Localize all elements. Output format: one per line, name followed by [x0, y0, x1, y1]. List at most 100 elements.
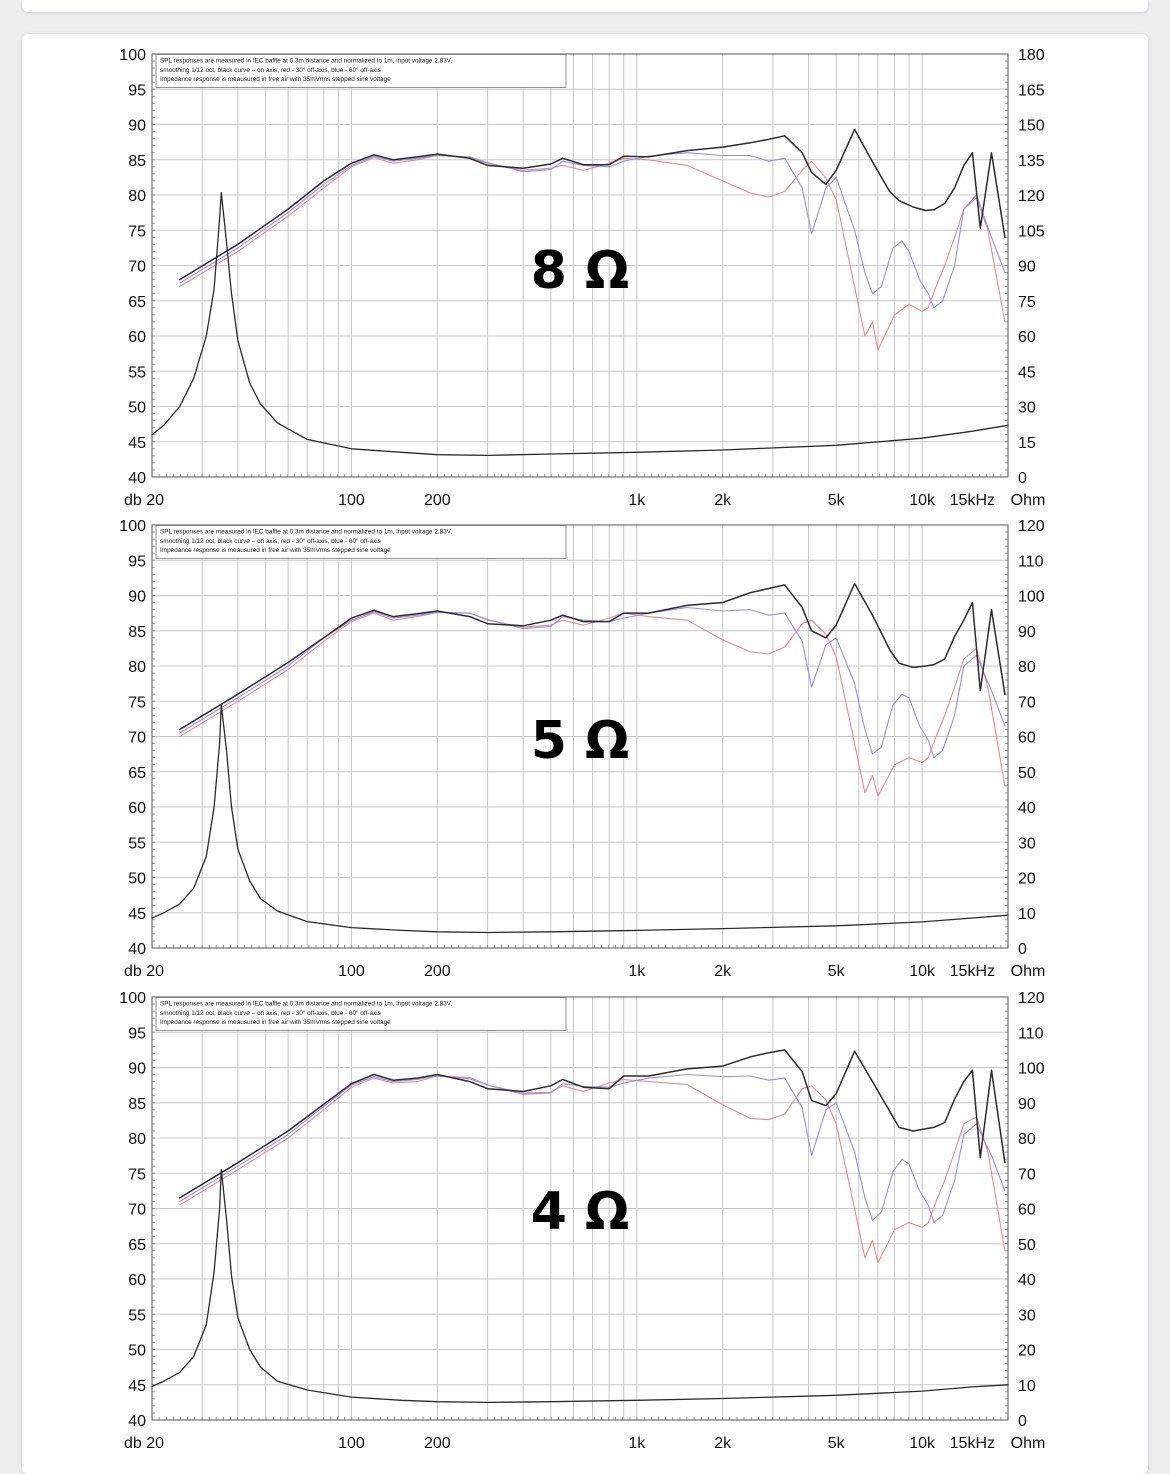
- series-line-off-axis-30: [179, 1075, 1006, 1264]
- y-tick-label-right: 0: [1018, 470, 1027, 487]
- y-tick-label-left: 65: [128, 294, 146, 311]
- series-line-off-axis-60: [179, 152, 1006, 309]
- y-tick-label-right: 70: [1018, 694, 1036, 711]
- y-tick-label-left: 95: [128, 553, 146, 570]
- y-tick-label-left: 80: [128, 659, 146, 676]
- notes-line: smoothing 1/12 oct, black curve – on axi…: [160, 66, 381, 74]
- y-tick-label-right: 50: [1018, 765, 1036, 782]
- notes-line: SPL responses are measured in IEC baffle…: [160, 529, 452, 536]
- x-tick-label: 100: [338, 1435, 365, 1452]
- notes-box: [155, 525, 567, 559]
- y-tick-label-right: 70: [1018, 1166, 1036, 1183]
- y-tick-label-left: 60: [128, 1272, 146, 1289]
- series-line-on-axis: [178, 128, 1006, 281]
- y-tick-label-left: 100: [119, 990, 146, 1007]
- y-tick-label-right: 30: [1018, 1307, 1036, 1324]
- x-tick-label: 1k: [628, 963, 646, 980]
- y-tick-label-right: 10: [1018, 1378, 1036, 1395]
- chart-1: 1009590858075706560555045401801651501351…: [119, 47, 1045, 509]
- y-tick-label-right: 150: [1018, 118, 1045, 135]
- y-tick-label-right: 60: [1018, 329, 1036, 346]
- y-tick-label-left: 55: [128, 1307, 146, 1324]
- y-tick-label-left: 85: [128, 153, 146, 170]
- series-line-on-axis: [178, 1049, 1006, 1199]
- x-tick-label: 10k: [909, 1435, 936, 1452]
- series-line-impedance: [151, 191, 1009, 457]
- measurement-notes: SPL responses are measured in IEC baffle…: [155, 54, 567, 88]
- y-tick-label-right: 90: [1018, 1096, 1036, 1113]
- y-tick-label-right: 30: [1018, 400, 1036, 417]
- x-tick-label: 200: [424, 1435, 451, 1452]
- x-tick-label: 10k: [909, 492, 936, 509]
- series-line-off-axis-30: [179, 154, 1006, 351]
- y-tick-label-left: 100: [119, 518, 146, 535]
- y-tick-label-right: 50: [1018, 1237, 1036, 1254]
- y-tick-label-right: 80: [1018, 659, 1036, 676]
- x-tick-label: 200: [424, 963, 451, 980]
- y-tick-label-left: 55: [128, 835, 146, 852]
- impedance-title: 4 Ω: [531, 1182, 630, 1242]
- notes-line: smoothing 1/12 oct, black curve – on axi…: [160, 1009, 381, 1017]
- y-tick-label-right: 90: [1018, 259, 1036, 276]
- x-tick-label: 15kHz: [950, 1435, 995, 1452]
- y-tick-label-right: 75: [1018, 294, 1036, 311]
- y-tick-label-left: 95: [128, 82, 146, 99]
- plot-frame: [151, 53, 1009, 478]
- y-tick-label-right: 60: [1018, 730, 1036, 747]
- grid: [151, 996, 1009, 1421]
- y-tick-label-right: 0: [1018, 1413, 1027, 1430]
- x-tick-label: 15kHz: [950, 492, 995, 509]
- x-tick-label: db 20: [124, 963, 164, 980]
- x-tick-label: Ohm: [1011, 492, 1046, 509]
- series-line-on-axis: [178, 582, 1006, 731]
- impedance-title: 5 Ω: [531, 711, 630, 771]
- x-tick-label: 5k: [828, 492, 846, 509]
- series-line-impedance: [151, 1169, 1009, 1404]
- y-tick-label-left: 85: [128, 1096, 146, 1113]
- chart-3: 1009590858075706560555045401201101009080…: [119, 990, 1045, 1452]
- measurement-notes: SPL responses are measured in IEC baffle…: [155, 997, 567, 1031]
- y-tick-label-right: 90: [1018, 624, 1036, 641]
- x-tick-label: 5k: [828, 963, 846, 980]
- notes-line: smoothing 1/12 oct, black curve – on axi…: [160, 537, 381, 545]
- y-tick-label-left: 90: [128, 589, 146, 606]
- y-tick-label-right: 120: [1018, 990, 1045, 1007]
- y-tick-label-left: 60: [128, 800, 146, 817]
- y-tick-label-left: 40: [128, 941, 146, 958]
- y-tick-label-left: 75: [128, 1166, 146, 1183]
- x-tick-label: 200: [424, 492, 451, 509]
- y-tick-label-left: 85: [128, 624, 146, 641]
- y-tick-label-left: 50: [128, 871, 146, 888]
- y-tick-label-right: 120: [1018, 518, 1045, 535]
- series-line-off-axis-30: [179, 611, 1006, 797]
- y-tick-label-left: 70: [128, 730, 146, 747]
- x-tick-label: Ohm: [1011, 1435, 1046, 1452]
- x-tick-label: 1k: [628, 492, 646, 509]
- y-tick-label-right: 0: [1018, 941, 1027, 958]
- notes-box: [155, 997, 567, 1031]
- y-tick-label-left: 80: [128, 1131, 146, 1148]
- notes-box: [155, 54, 567, 88]
- series-line-off-axis-60: [179, 1073, 1006, 1224]
- x-tick-label: 100: [338, 963, 365, 980]
- y-tick-label-left: 40: [128, 1413, 146, 1430]
- y-tick-label-left: 70: [128, 1202, 146, 1219]
- measurement-notes: SPL responses are measured in IEC baffle…: [155, 525, 567, 559]
- y-tick-label-left: 65: [128, 765, 146, 782]
- y-tick-label-left: 100: [119, 47, 146, 64]
- notes-line: Impedance response is meausured in free …: [160, 547, 391, 554]
- y-tick-label-right: 20: [1018, 1343, 1036, 1360]
- y-tick-label-left: 90: [128, 1061, 146, 1078]
- x-tick-label: 10k: [909, 963, 936, 980]
- y-tick-label-left: 50: [128, 1343, 146, 1360]
- y-tick-label-left: 55: [128, 364, 146, 381]
- y-tick-label-right: 60: [1018, 1202, 1036, 1219]
- x-tick-label: db 20: [124, 492, 164, 509]
- chart-2: 1009590858075706560555045401201101009080…: [119, 518, 1045, 980]
- y-tick-label-left: 75: [128, 694, 146, 711]
- y-tick-label-right: 100: [1018, 589, 1045, 606]
- y-tick-label-right: 15: [1018, 435, 1036, 452]
- x-tick-label: db 20: [124, 1435, 164, 1452]
- y-tick-label-right: 135: [1018, 153, 1045, 170]
- y-tick-label-right: 105: [1018, 223, 1045, 240]
